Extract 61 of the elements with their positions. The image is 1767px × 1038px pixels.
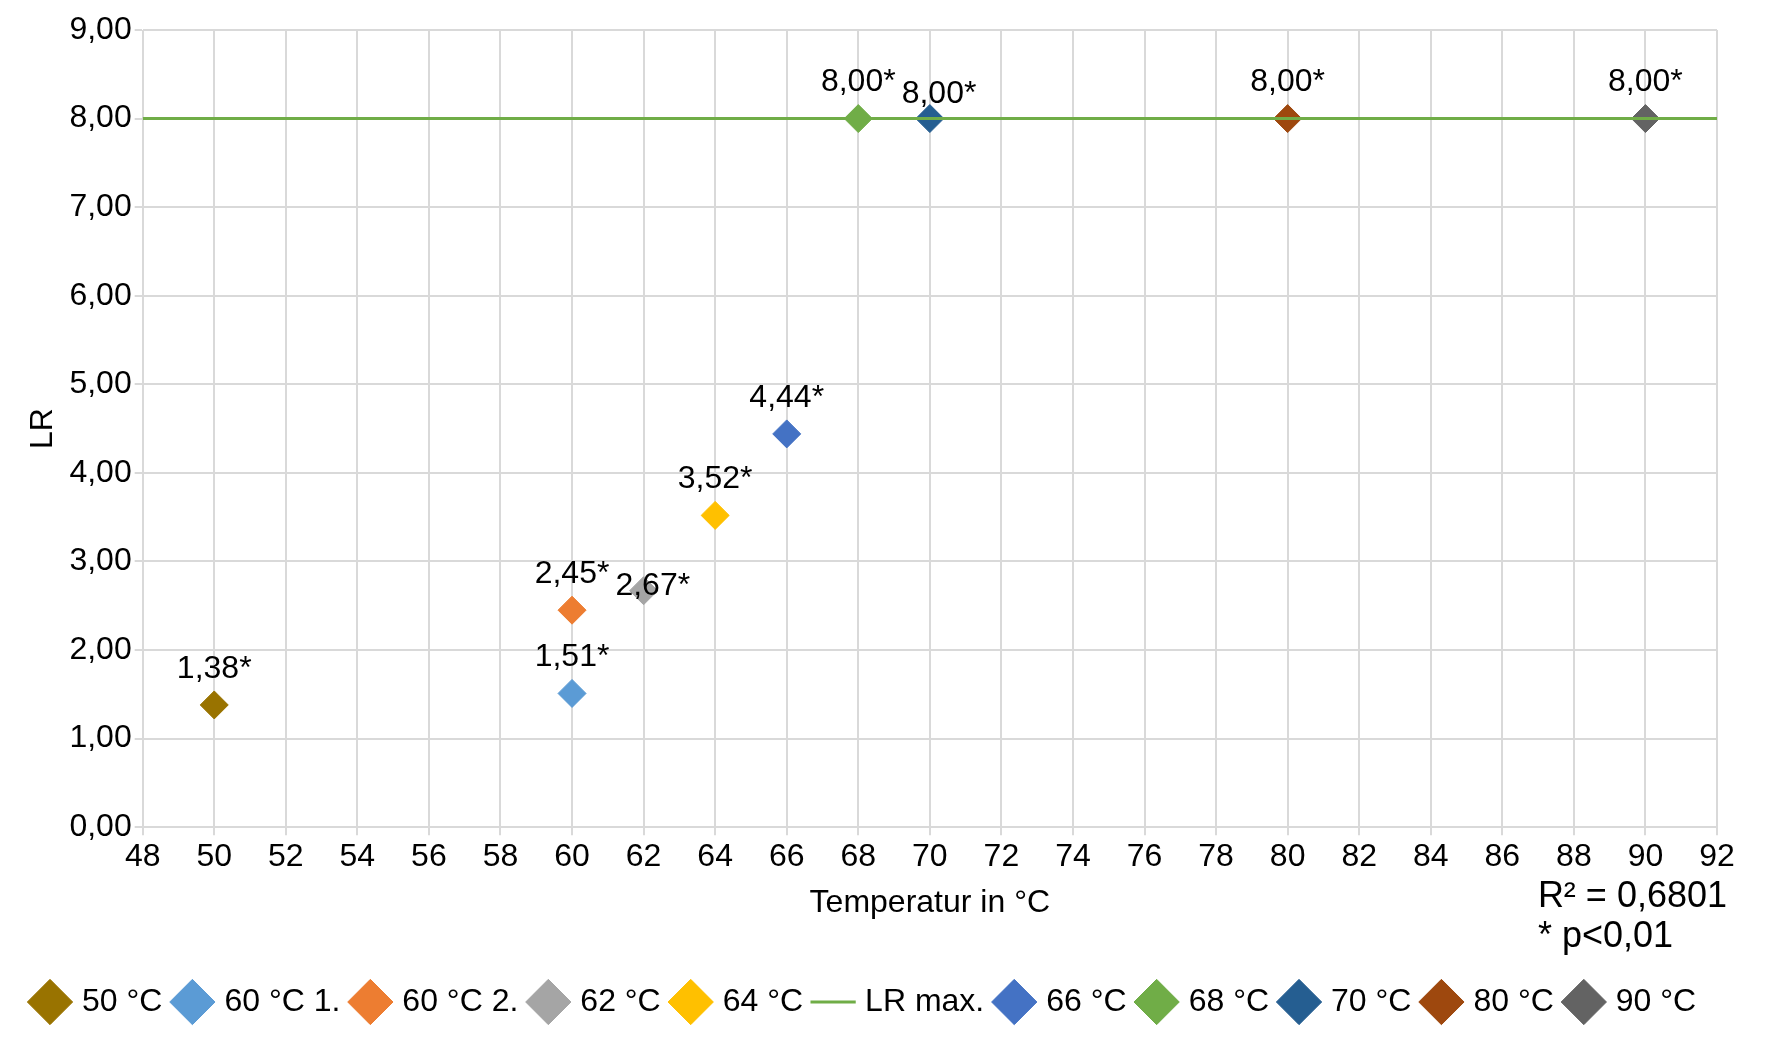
y-tick-label: 9,00 bbox=[69, 9, 132, 46]
point bbox=[557, 678, 587, 708]
data-label: 8,00* bbox=[820, 62, 896, 99]
legend-label: 62 °C bbox=[580, 981, 661, 1018]
x-tick-label: 88 bbox=[1556, 837, 1592, 874]
x-tick-label: 66 bbox=[768, 837, 805, 874]
y-tick-label: 1,00 bbox=[69, 718, 132, 755]
legend-label: 66 °C bbox=[1046, 981, 1127, 1018]
y-tick-label: 6,00 bbox=[69, 275, 132, 312]
point bbox=[199, 690, 229, 720]
y-tick-label: 3,00 bbox=[69, 541, 132, 578]
x-tick-label: 78 bbox=[1198, 837, 1234, 874]
data-label: 3,52* bbox=[677, 459, 753, 496]
legend-label: 90 °C bbox=[1615, 981, 1697, 1018]
data-label: 2,67* bbox=[615, 566, 691, 603]
y-tick-label: 5,00 bbox=[69, 364, 132, 401]
legend-label: LR max. bbox=[865, 981, 985, 1018]
data-label: 8,00* bbox=[901, 74, 977, 111]
point bbox=[772, 419, 802, 449]
x-tick-label: 92 bbox=[1699, 837, 1735, 874]
legend-label: 64 °C bbox=[722, 981, 804, 1018]
x-tick-label: 82 bbox=[1341, 837, 1377, 874]
x-tick-label: 56 bbox=[411, 837, 447, 874]
x-tick-label: 76 bbox=[1126, 837, 1163, 874]
legend-label: 50 °C bbox=[82, 981, 163, 1018]
data-label: 2,45* bbox=[534, 554, 610, 591]
y-tick-label: 8,00 bbox=[69, 98, 132, 135]
x-tick-label: 84 bbox=[1412, 837, 1449, 874]
data-label: 4,44* bbox=[749, 377, 825, 414]
x-tick-label: 86 bbox=[1484, 837, 1521, 874]
x-tick-label: 68 bbox=[840, 837, 877, 874]
data-label: 1,51* bbox=[534, 637, 610, 674]
x-tick-label: 70 bbox=[912, 837, 948, 874]
point bbox=[700, 500, 730, 530]
text: * p<0,01 bbox=[1537, 914, 1674, 956]
data-label: 8,00* bbox=[1608, 62, 1683, 99]
x-tick-label: 50 bbox=[196, 837, 233, 874]
x-axis-title: Temperatur in °C bbox=[809, 882, 1051, 919]
legend-label: 68 °C bbox=[1188, 981, 1270, 1018]
legend-label: 60 °C 2. bbox=[402, 981, 519, 1018]
y-tick-label: 4,00 bbox=[69, 452, 132, 489]
data-label: 8,00* bbox=[1250, 62, 1326, 99]
x-tick-label: 54 bbox=[339, 837, 376, 874]
x-tick-label: 62 bbox=[625, 837, 662, 874]
x-tick-label: 72 bbox=[983, 837, 1020, 874]
x-tick-label: 58 bbox=[482, 837, 519, 874]
legend-label: 60 °C 1. bbox=[224, 981, 341, 1018]
text: R² = 0,6801 bbox=[1537, 874, 1727, 916]
x-tick-label: 64 bbox=[697, 837, 733, 874]
data-label: 1,38* bbox=[176, 648, 252, 685]
x-tick-label: 90 bbox=[1627, 837, 1664, 874]
legend-label: 70 °C bbox=[1331, 981, 1412, 1018]
x-tick-label: 80 bbox=[1269, 837, 1306, 874]
x-tick-label: 60 bbox=[554, 837, 590, 874]
x-tick-label: 52 bbox=[268, 837, 304, 874]
y-tick-label: 2,00 bbox=[69, 629, 132, 666]
point bbox=[557, 595, 587, 625]
y-axis-title: LR bbox=[23, 408, 60, 450]
y-tick-label: 7,00 bbox=[69, 186, 132, 223]
legend-label: 80 °C bbox=[1473, 981, 1554, 1018]
x-tick-label: 74 bbox=[1055, 837, 1091, 874]
